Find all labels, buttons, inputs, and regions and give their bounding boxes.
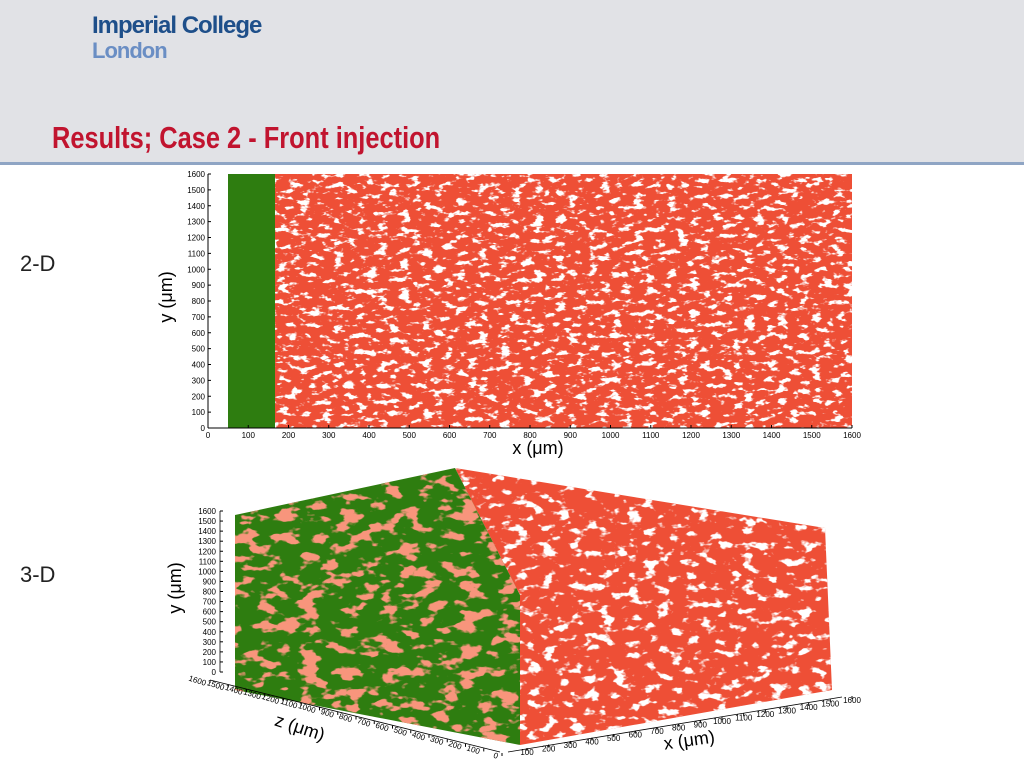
- x-tick-label: 800: [672, 724, 686, 733]
- y-tick-label: 0: [212, 668, 217, 677]
- y-tick-label: 100: [203, 658, 217, 667]
- x-axis-label: x (μm): [512, 438, 563, 458]
- y-tick-label: 500: [203, 618, 217, 627]
- y-tick-label: 900: [203, 577, 217, 586]
- logo: Imperial College: [92, 12, 262, 39]
- header-rule: [0, 162, 1024, 165]
- z-tick-label: 100: [465, 744, 481, 757]
- y-tick-label: 1100: [199, 557, 217, 566]
- x-tick-label: 1000: [602, 431, 620, 440]
- y-tick-label: 800: [192, 297, 206, 306]
- x-tick-label: 1100: [642, 431, 660, 440]
- y-tick-label: 1200: [187, 234, 205, 243]
- x-axis: [507, 696, 843, 753]
- z-tick-label: 1500: [206, 678, 226, 692]
- x-tick-label: 300: [564, 741, 578, 750]
- y-axis-label: y (μm): [156, 271, 176, 322]
- x-tick-label: 600: [443, 431, 457, 440]
- z-tick-label: 400: [411, 730, 427, 743]
- x-tick-label: 1400: [800, 703, 818, 712]
- y-tick-label: 1400: [187, 202, 205, 211]
- plot-3d: y (μm) z (μm) x (μm): [165, 468, 843, 754]
- x-tick-label: 1600: [843, 696, 861, 705]
- y-tick-label: 0: [201, 424, 206, 433]
- speckle: [275, 174, 852, 428]
- y-tick-label: 400: [203, 628, 217, 637]
- x-tick-label: 600: [629, 731, 643, 740]
- y-tick-label: 1400: [198, 527, 216, 536]
- y-tick-label: 700: [192, 313, 206, 322]
- x-tick-label: 400: [362, 431, 376, 440]
- y-tick-label: 1200: [198, 547, 216, 556]
- y-tick-label: 400: [192, 361, 206, 370]
- y-tick-label: 1300: [187, 218, 205, 227]
- x-tick-label: 1200: [682, 431, 700, 440]
- header-bg: [0, 0, 1024, 162]
- x-tick-label: 200: [542, 745, 556, 754]
- y-tick-label: 1000: [198, 567, 216, 576]
- x-tick-label: 800: [523, 431, 537, 440]
- x-tick-label: 0: [206, 431, 211, 440]
- injected-region: [228, 174, 275, 428]
- x-tick-label: 700: [650, 727, 664, 736]
- y-axis-label: y (μm): [165, 562, 185, 613]
- y-tick-label: 700: [203, 598, 217, 607]
- x-tick-label: 1200: [756, 710, 774, 719]
- x-tick-label: 1100: [735, 713, 753, 722]
- x-tick-label: 500: [607, 734, 621, 743]
- y-tick-label: 1000: [187, 265, 205, 274]
- x-tick-label: 900: [564, 431, 578, 440]
- y-tick-label: 600: [203, 608, 217, 617]
- z-tick-label: 1600: [188, 674, 208, 688]
- y-tick-label: 200: [203, 648, 217, 657]
- y-tick-label: 1100: [188, 249, 206, 258]
- x-tick-label: 1500: [803, 431, 821, 440]
- y-tick-label: 900: [192, 281, 206, 290]
- y-tick-label: 600: [192, 329, 206, 338]
- z-tick-label: 0: [492, 751, 500, 761]
- y-tick-label: 1500: [198, 517, 216, 526]
- x-tick-label: 100: [520, 748, 534, 757]
- y-tick-label: 300: [203, 638, 217, 647]
- y-tick-label: 200: [192, 392, 206, 401]
- z-tick-label: 900: [319, 707, 335, 720]
- x-tick-label: 100: [242, 431, 256, 440]
- y-tick-label: 500: [192, 345, 206, 354]
- x-tick-label: 1600: [843, 431, 861, 440]
- panel-label: 3-D: [20, 562, 55, 587]
- z-axis: [209, 679, 501, 753]
- x-axis-label: x (μm): [662, 727, 716, 754]
- z-tick-label: 700: [356, 716, 372, 729]
- panel-label: 2-D: [20, 251, 55, 276]
- y-tick-label: 1600: [187, 170, 205, 179]
- x-tick-label: 1300: [778, 706, 796, 715]
- z-tick-label: 300: [429, 734, 445, 747]
- x-tick-label: 200: [282, 431, 296, 440]
- y-tick-label: 300: [192, 376, 206, 385]
- plot-2d: x (μm) y (μm): [156, 174, 852, 458]
- x-tick-label: 1500: [821, 699, 839, 708]
- y-tick-label: 1500: [187, 186, 205, 195]
- x-tick-label: 900: [694, 720, 708, 729]
- z-tick-label: 500: [392, 725, 408, 738]
- x-tick-label: 500: [403, 431, 417, 440]
- slide-title: Results; Case 2 - Front injection: [52, 121, 440, 156]
- x-tick-label: 300: [322, 431, 336, 440]
- y-tick-label: 1600: [198, 507, 216, 516]
- z-tick-label: 800: [338, 712, 354, 725]
- z-tick-label: 600: [374, 721, 390, 734]
- y-tick-label: 100: [192, 408, 206, 417]
- x-tick-label: 1400: [763, 431, 781, 440]
- z-tick-label: 200: [447, 739, 463, 752]
- x-tick-label: 700: [483, 431, 497, 440]
- x-tick-label: 1000: [713, 717, 731, 726]
- logo: London: [92, 38, 167, 63]
- y-tick-label: 800: [203, 588, 217, 597]
- y-tick-label: 1300: [198, 537, 216, 546]
- x-tick-label: 1300: [722, 431, 740, 440]
- x-tick-label: 400: [585, 738, 599, 747]
